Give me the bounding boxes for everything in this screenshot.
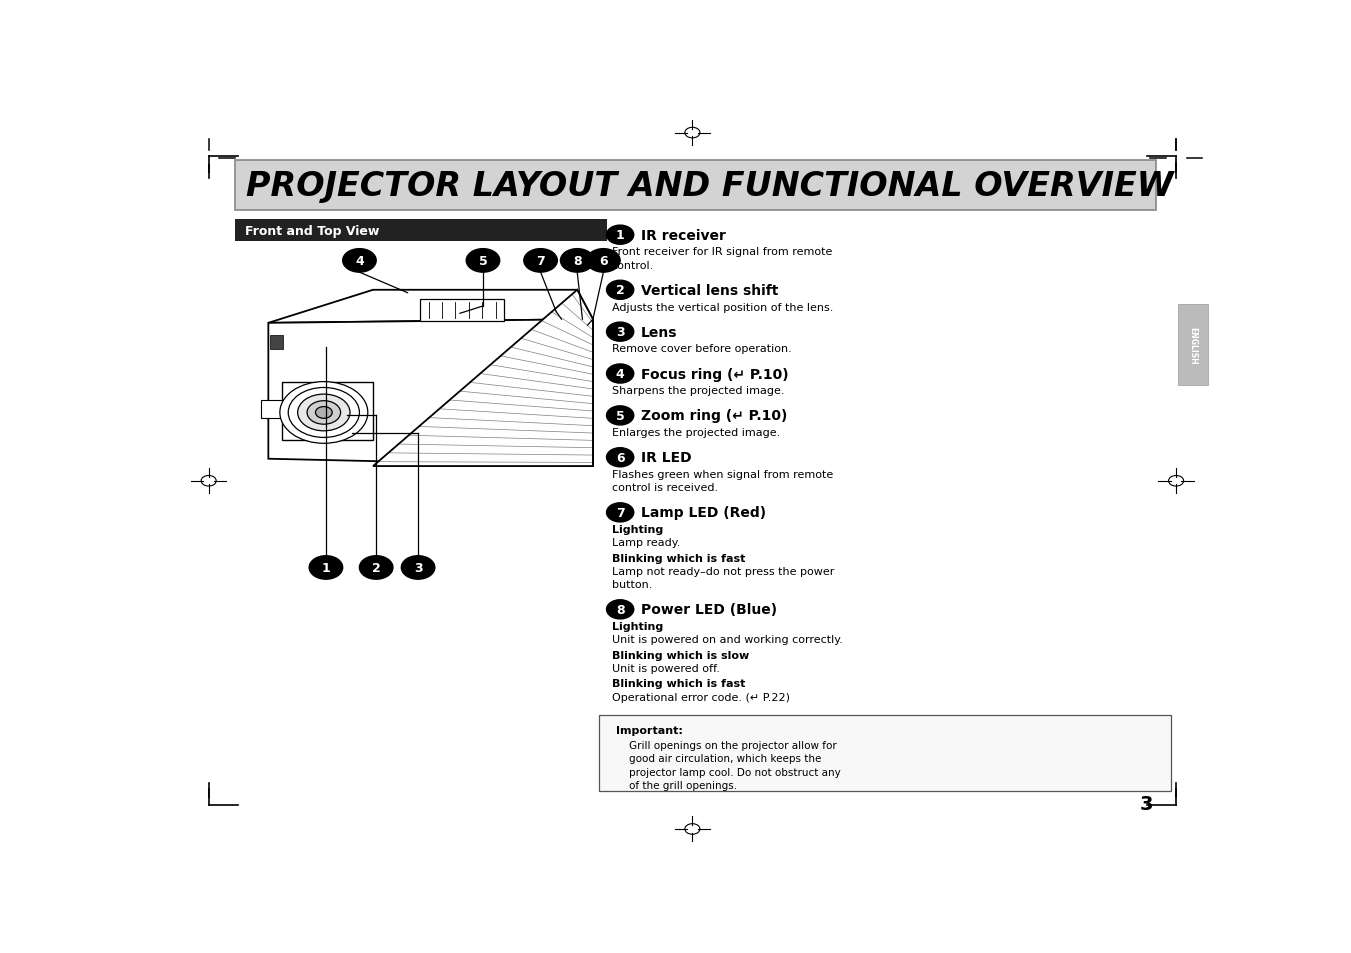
Circle shape	[607, 448, 634, 467]
Text: 7: 7	[616, 506, 624, 519]
Text: 4: 4	[355, 254, 363, 268]
Polygon shape	[373, 291, 593, 467]
Circle shape	[586, 250, 620, 273]
Text: IR receiver: IR receiver	[642, 229, 725, 242]
Circle shape	[607, 323, 634, 342]
Text: Important:: Important:	[616, 725, 682, 736]
Text: 1: 1	[616, 229, 624, 242]
Text: 2: 2	[616, 284, 624, 297]
Text: Front and Top View: Front and Top View	[246, 225, 380, 237]
Text: Enlarges the projected image.: Enlarges the projected image.	[612, 428, 780, 437]
Text: Blinking which is slow: Blinking which is slow	[612, 650, 748, 660]
Text: good air circulation, which keeps the: good air circulation, which keeps the	[616, 754, 821, 763]
Text: Power LED (Blue): Power LED (Blue)	[642, 602, 777, 617]
Text: Lamp LED (Red): Lamp LED (Red)	[642, 506, 766, 519]
Text: Adjusts the vertical position of the lens.: Adjusts the vertical position of the len…	[612, 302, 834, 313]
FancyBboxPatch shape	[1178, 305, 1208, 386]
Text: of the grill openings.: of the grill openings.	[616, 780, 738, 790]
Text: Vertical lens shift: Vertical lens shift	[642, 283, 778, 297]
Circle shape	[359, 557, 393, 579]
Text: Front receiver for IR signal from remote: Front receiver for IR signal from remote	[612, 247, 832, 257]
Text: IR LED: IR LED	[642, 451, 692, 465]
Text: ENGLISH: ENGLISH	[1189, 327, 1197, 364]
FancyBboxPatch shape	[420, 299, 504, 321]
Text: PROJECTOR LAYOUT AND FUNCTIONAL OVERVIEW: PROJECTOR LAYOUT AND FUNCTIONAL OVERVIEW	[246, 170, 1174, 203]
Circle shape	[280, 382, 367, 444]
Text: Remove cover before operation.: Remove cover before operation.	[612, 344, 792, 354]
Circle shape	[524, 250, 558, 273]
Text: 6: 6	[616, 452, 624, 464]
Circle shape	[607, 503, 634, 522]
Text: Blinking which is fast: Blinking which is fast	[612, 679, 746, 689]
Text: Blinking which is fast: Blinking which is fast	[612, 553, 746, 563]
Circle shape	[607, 365, 634, 384]
Circle shape	[297, 395, 350, 432]
Text: Flashes green when signal from remote: Flashes green when signal from remote	[612, 470, 834, 479]
Text: 1: 1	[322, 561, 330, 575]
Text: Lamp not ready–do not press the power: Lamp not ready–do not press the power	[612, 566, 834, 577]
Circle shape	[607, 226, 634, 245]
Text: 7: 7	[536, 254, 544, 268]
Circle shape	[561, 250, 594, 273]
Text: Zoom ring (↵ P.10): Zoom ring (↵ P.10)	[642, 409, 788, 423]
Text: Grill openings on the projector allow for: Grill openings on the projector allow fo…	[616, 740, 836, 750]
Circle shape	[307, 401, 340, 425]
Polygon shape	[269, 320, 593, 467]
FancyBboxPatch shape	[600, 716, 1171, 791]
Circle shape	[607, 281, 634, 300]
Text: 3: 3	[616, 326, 624, 339]
Text: control is received.: control is received.	[612, 483, 717, 493]
Text: Operational error code. (↵ P.22): Operational error code. (↵ P.22)	[612, 692, 790, 701]
Text: 5: 5	[616, 410, 624, 422]
Polygon shape	[261, 400, 284, 419]
Text: button.: button.	[612, 579, 653, 590]
Text: Unit is powered off.: Unit is powered off.	[612, 663, 720, 673]
FancyBboxPatch shape	[235, 161, 1156, 212]
Text: Lighting: Lighting	[612, 524, 663, 535]
Circle shape	[309, 557, 343, 579]
Polygon shape	[282, 382, 373, 441]
Circle shape	[607, 406, 634, 425]
Polygon shape	[269, 291, 593, 323]
FancyBboxPatch shape	[235, 220, 607, 242]
Text: Lamp ready.: Lamp ready.	[612, 537, 680, 548]
Text: Focus ring (↵ P.10): Focus ring (↵ P.10)	[642, 367, 789, 381]
Text: 8: 8	[616, 603, 624, 617]
Text: 3: 3	[413, 561, 423, 575]
Text: 6: 6	[598, 254, 608, 268]
Circle shape	[288, 388, 359, 438]
Circle shape	[316, 407, 332, 419]
FancyBboxPatch shape	[270, 336, 282, 349]
Text: Lens: Lens	[642, 325, 678, 339]
Circle shape	[466, 250, 500, 273]
Text: 4: 4	[616, 368, 624, 380]
Text: 2: 2	[372, 561, 381, 575]
Text: Lighting: Lighting	[612, 621, 663, 632]
Circle shape	[401, 557, 435, 579]
Text: Sharpens the projected image.: Sharpens the projected image.	[612, 386, 785, 395]
Text: Unit is powered on and working correctly.: Unit is powered on and working correctly…	[612, 635, 843, 644]
Text: 8: 8	[573, 254, 581, 268]
Circle shape	[607, 600, 634, 619]
Circle shape	[343, 250, 376, 273]
Text: 3: 3	[1140, 794, 1154, 813]
Text: projector lamp cool. Do not obstruct any: projector lamp cool. Do not obstruct any	[616, 767, 840, 777]
Text: control.: control.	[612, 260, 654, 271]
Text: MARANTZ: MARANTZ	[295, 391, 322, 395]
Text: 5: 5	[478, 254, 488, 268]
